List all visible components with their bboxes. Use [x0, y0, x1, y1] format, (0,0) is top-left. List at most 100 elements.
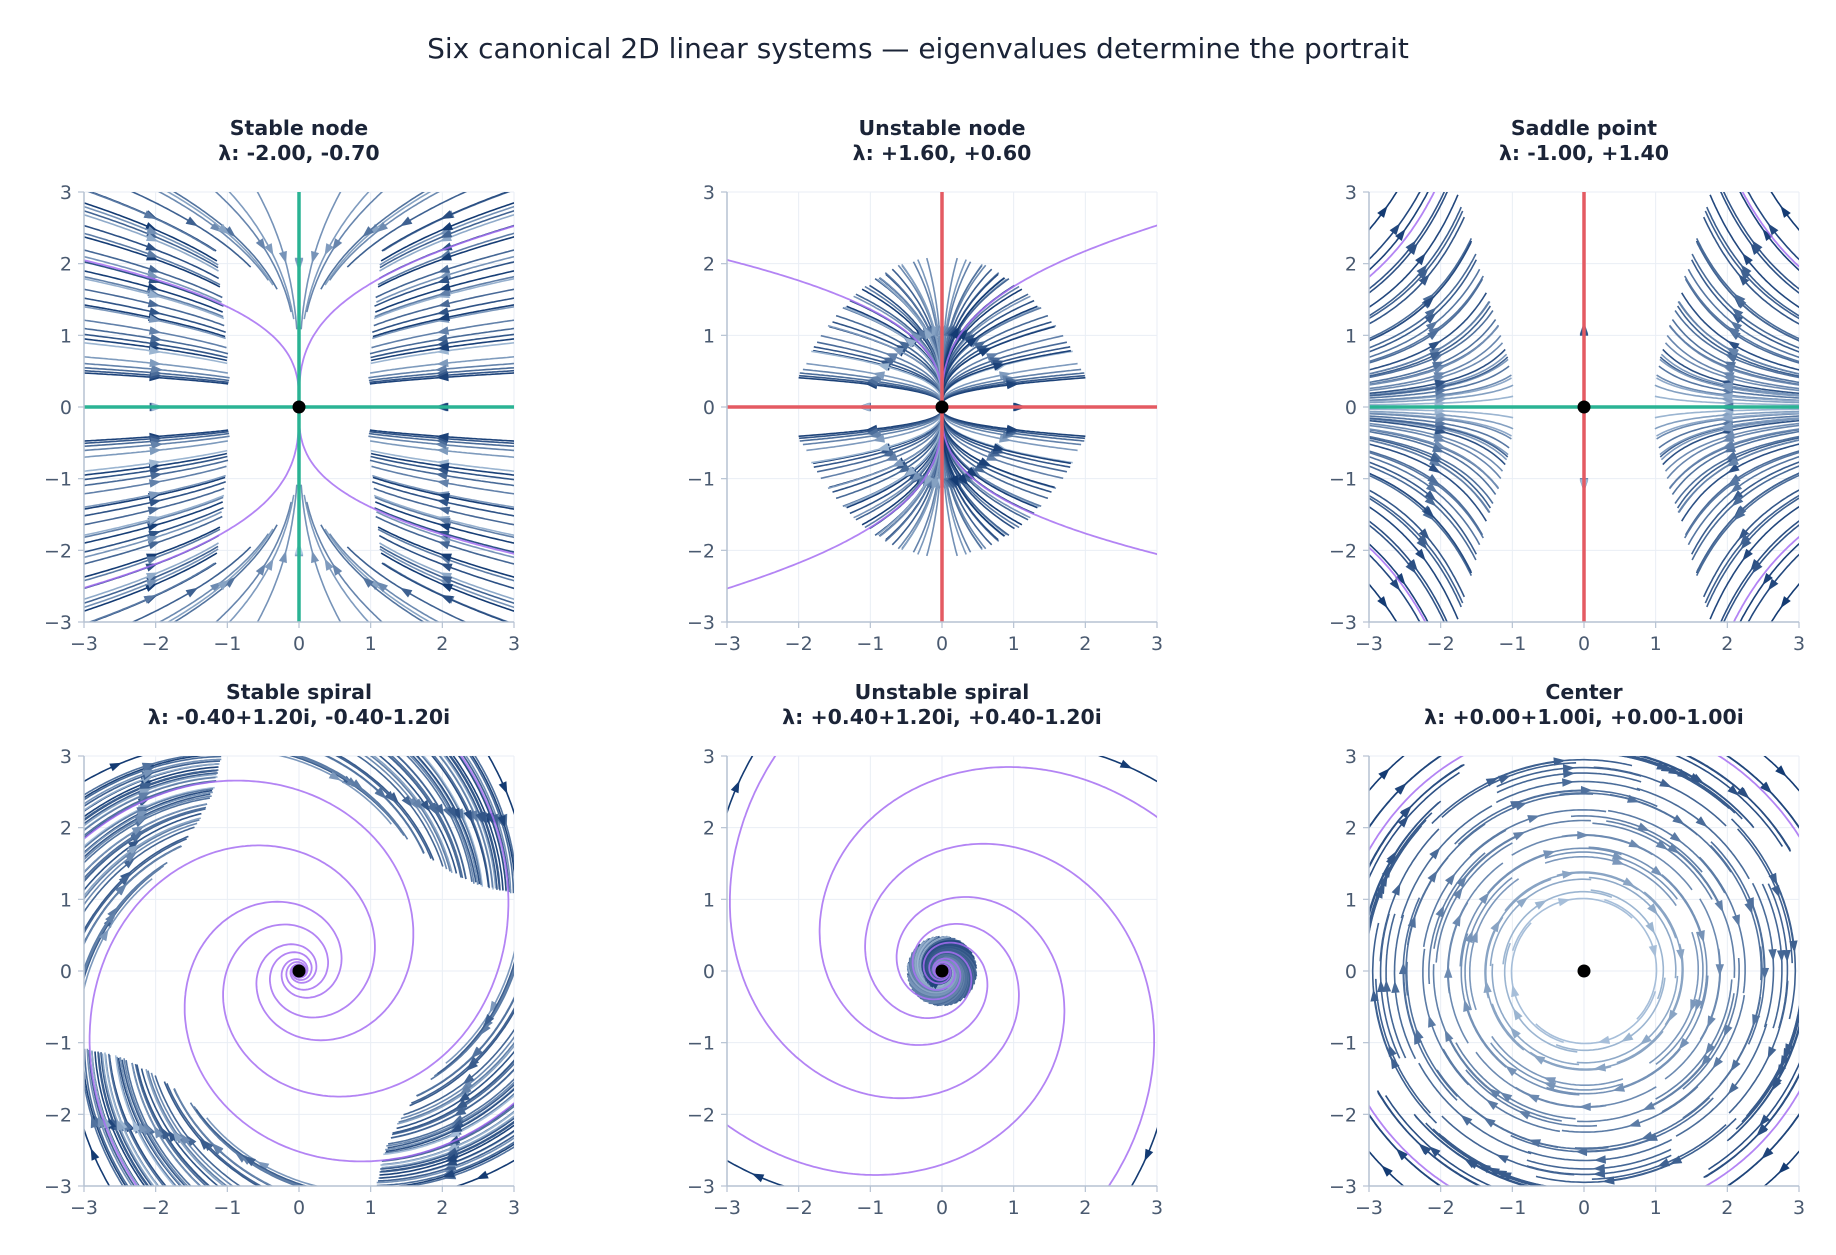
stream-arrow: [138, 792, 151, 801]
stream-arrow: [150, 334, 163, 343]
stream-arrow: [1428, 1146, 1441, 1158]
x-tick-label: −2: [785, 633, 813, 655]
stream-arrow: [1780, 596, 1791, 609]
stream-arrow: [882, 448, 895, 457]
stream-arrow: [437, 506, 451, 515]
streamline: [1369, 206, 1462, 317]
stream-arrow: [146, 572, 159, 581]
trajectory: [183, 900, 514, 1163]
streamline: [1510, 922, 1564, 1044]
x-tick-label: 0: [1578, 633, 1590, 655]
stream-arrow: [328, 771, 342, 781]
stream-arrow: [1668, 765, 1681, 775]
panel-eigenvalues: λ: -1.00, +1.40: [1499, 141, 1669, 165]
stream-arrow: [436, 342, 450, 352]
x-tick-label: −3: [70, 1197, 98, 1219]
stream-arrow: [1592, 1163, 1605, 1173]
stream-arrow: [148, 326, 162, 335]
stream-arrow: [420, 799, 431, 813]
stream-arrow: [751, 1173, 765, 1183]
stream-arrow: [1659, 778, 1672, 788]
figure-title: Six canonical 2D linear systems — eigenv…: [427, 32, 1409, 65]
stream-arrow: [1405, 561, 1417, 574]
stream-arrow: [466, 1059, 478, 1071]
stream-arrow: [480, 1023, 491, 1036]
stream-arrow: [1722, 375, 1736, 384]
trajectory: [941, 410, 1157, 556]
stream-arrow: [1119, 759, 1133, 769]
stream-arrow: [150, 471, 163, 480]
stream-arrow: [1395, 1148, 1408, 1160]
stream-arrow: [311, 250, 320, 264]
streamline: [1577, 1060, 1707, 1123]
stream-arrow: [148, 498, 162, 507]
stream-arrow: [239, 1154, 252, 1165]
stream-arrow: [1435, 905, 1445, 918]
stream-arrow: [1415, 548, 1426, 561]
stream-arrow: [278, 250, 287, 264]
stream-arrow: [1597, 1035, 1611, 1044]
stream-arrow: [1416, 264, 1428, 277]
stream-arrow: [1648, 944, 1657, 958]
stream-arrow: [1738, 528, 1750, 540]
x-tick-label: 1: [1650, 1197, 1662, 1219]
stream-arrow: [444, 1153, 458, 1162]
x-tick-label: 3: [508, 1197, 520, 1219]
y-tick-label: −1: [687, 1033, 715, 1055]
stream-arrow: [1733, 509, 1746, 521]
stream-arrow: [907, 469, 920, 481]
stream-arrow: [1628, 1118, 1641, 1127]
y-tick-label: 1: [703, 889, 715, 911]
streamline: [1574, 1096, 1711, 1149]
streamline: [1369, 494, 1464, 604]
stream-arrow: [1744, 901, 1753, 915]
stream-arrow: [1768, 949, 1777, 962]
stream-arrow: [1428, 1015, 1437, 1028]
x-tick-label: −1: [213, 1197, 241, 1219]
stream-arrow: [1775, 765, 1787, 777]
stream-arrow: [910, 331, 922, 343]
streamline: [278, 756, 392, 825]
stream-arrow: [882, 357, 895, 366]
stream-arrow: [1428, 340, 1441, 351]
trajectories: [1369, 756, 1799, 1186]
y-tick-label: −3: [1329, 612, 1357, 634]
panel-title: Saddle point: [1511, 116, 1657, 140]
streamline: [1432, 1128, 1546, 1186]
equilibrium-point: [935, 400, 949, 414]
stream-arrow: [264, 558, 274, 571]
trajectory: [727, 410, 943, 590]
y-tick-label: 1: [1345, 325, 1357, 347]
stream-arrow: [264, 243, 274, 256]
stream-arrow: [436, 358, 449, 368]
stream-arrow: [1500, 1092, 1513, 1103]
streamline: [1719, 520, 1799, 622]
x-tick-label: −2: [142, 633, 170, 655]
stream-arrow: [1407, 242, 1418, 255]
streamline: [1369, 497, 1462, 608]
stream-arrow: [1433, 372, 1447, 381]
streamline: [1455, 1042, 1576, 1120]
streamline: [320, 192, 426, 290]
stream-arrow: [1418, 274, 1430, 286]
streamline: [727, 756, 754, 816]
stream-arrow: [147, 299, 161, 308]
stream-arrow: [1382, 979, 1392, 992]
trajectory: [84, 410, 300, 589]
streamline: [1706, 497, 1799, 608]
stream-arrow: [1505, 1065, 1518, 1077]
stream-arrow: [1543, 1077, 1556, 1086]
x-tick-label: 2: [436, 1197, 448, 1219]
stream-arrow: [147, 282, 160, 291]
stream-arrow: [1534, 900, 1548, 910]
y-tick-label: −3: [44, 1176, 72, 1198]
y-tick-label: −2: [1329, 1104, 1357, 1126]
stream-arrow: [127, 844, 140, 855]
stream-arrow: [384, 790, 396, 803]
stream-arrow: [255, 238, 266, 251]
stream-arrow: [1762, 573, 1773, 586]
stream-arrow: [1778, 1162, 1790, 1174]
trajectory: [864, 842, 1155, 1186]
y-tick-label: 2: [703, 254, 715, 276]
